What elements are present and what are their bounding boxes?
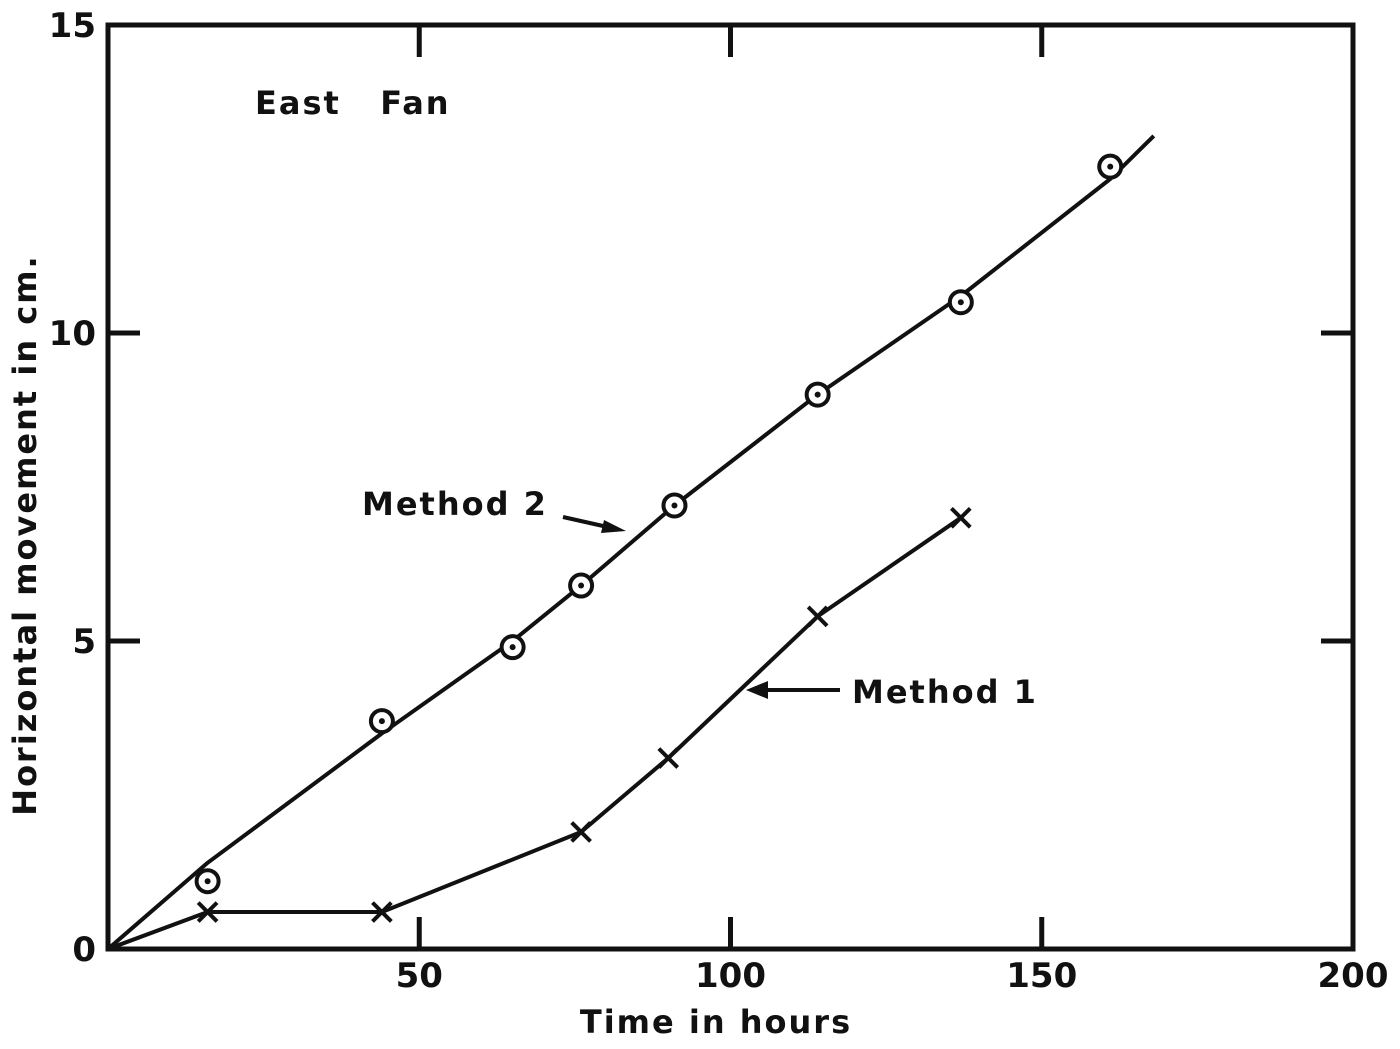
tick-marks [108, 25, 1353, 949]
y-tick-label: 10 [49, 314, 96, 354]
tick-labels: 50 100 150 200 0 5 10 15 [49, 6, 1389, 996]
panel-label: East Fan [255, 84, 451, 122]
y-tick-label: 0 [72, 930, 96, 970]
method-1-point [196, 901, 219, 923]
method-2-point [194, 868, 221, 895]
x-tick-label: 150 [1006, 956, 1077, 996]
plot-frame [105, 22, 1356, 952]
method-2-point [1097, 153, 1124, 180]
method2-arrowhead [601, 520, 626, 533]
x-tick-label: 50 [396, 956, 443, 996]
method-1-line [107, 516, 962, 951]
method-2-point [499, 634, 526, 661]
y-tick-label: 5 [72, 622, 96, 662]
method-2-point [804, 381, 831, 408]
method1-arrowhead [746, 681, 768, 699]
x-axis-title: Time in hours [580, 1003, 852, 1041]
method2-label: Method 2 [362, 485, 548, 523]
x-tick-label: 100 [695, 956, 766, 996]
method-1-point [570, 821, 592, 843]
method-1-point [657, 747, 680, 769]
method-1-point [371, 901, 393, 923]
method-2-point [368, 708, 395, 735]
method-2-line [106, 134, 1156, 951]
method-2-point [568, 572, 595, 599]
y-axis-title: Horizontal movement in cm. [6, 254, 44, 815]
series-markers [194, 153, 1124, 923]
x-tick-label: 200 [1318, 956, 1389, 996]
series-lines [106, 134, 1156, 951]
method-2-point [947, 289, 974, 316]
method-1-point [949, 506, 972, 529]
method1-label: Method 1 [852, 673, 1038, 711]
y-tick-label: 15 [49, 6, 96, 46]
method-1-point [806, 605, 829, 628]
method-2-point [661, 492, 688, 519]
